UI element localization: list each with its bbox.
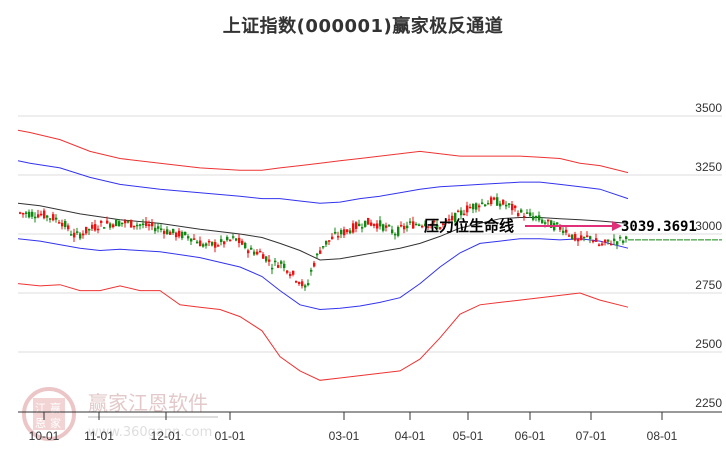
x-tick-label: 08-01 — [647, 429, 678, 443]
chart-title: 上证指数(000001)赢家极反通道 — [222, 16, 504, 37]
watermark: 江 赢 恩 家 赢家江恩软件 www.360gann.com — [22, 387, 218, 441]
x-tick-label: 11-01 — [84, 429, 114, 443]
watermark-text: 赢家江恩软件 — [88, 391, 208, 415]
x-tick-label: 06-01 — [515, 429, 546, 443]
svg-text:赢: 赢 — [50, 401, 61, 415]
x-tick-label: 10-01 — [29, 429, 60, 443]
x-tick-label: 07-01 — [576, 429, 607, 443]
inner_lower-line — [17, 238, 629, 311]
channel-bands — [17, 129, 629, 381]
inner_upper-line — [17, 160, 629, 204]
outer_lower-line — [17, 283, 629, 381]
annotation-value: 3039.3691 — [621, 219, 697, 235]
y-tick-label: 2750 — [695, 278, 722, 292]
y-tick-label: 3000 — [695, 219, 722, 233]
y-tick-label: 3250 — [695, 160, 722, 174]
watermark-url: www.360gann.com — [88, 425, 212, 440]
axes: 10-01 11-01 12-01 01-01 03-01 04-01 05-01 06-01… — [18, 411, 722, 443]
grid-lines: 3500 3250 3000 2750 2500 2250 — [18, 101, 722, 410]
x-tick-label: 12-01 — [151, 429, 182, 443]
seal-icon: 江 赢 恩 家 — [22, 387, 76, 441]
svg-text:恩: 恩 — [35, 417, 46, 430]
arrow-icon — [612, 221, 622, 231]
mid_line-line — [17, 202, 629, 261]
x-tick-label: 05-01 — [453, 429, 484, 443]
y-tick-label: 2500 — [695, 337, 722, 351]
svg-text:家: 家 — [50, 416, 61, 430]
y-tick-label: 3500 — [695, 101, 722, 115]
x-tick-label: 01-01 — [215, 429, 246, 443]
x-tick-label: 03-01 — [329, 429, 360, 443]
annotation: 压力位生命线 3039.3691 — [424, 217, 697, 235]
outer_upper-line — [17, 129, 629, 174]
x-tick-label: 04-01 — [395, 429, 426, 443]
y-tick-label: 2250 — [695, 396, 722, 410]
svg-text:江: 江 — [35, 402, 46, 415]
candlesticks — [19, 193, 628, 291]
annotation-label: 压力位生命线 — [424, 217, 514, 235]
